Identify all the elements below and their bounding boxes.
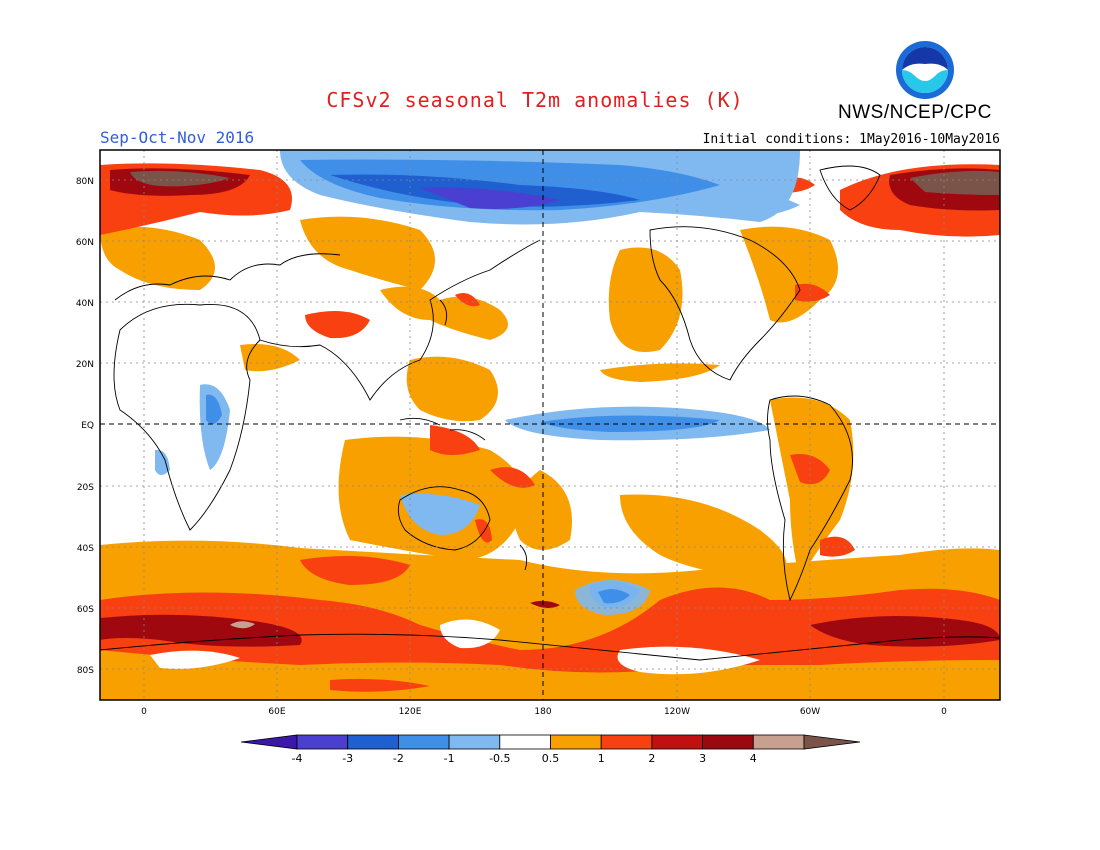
map-title: CFSv2 seasonal T2m anomalies (K)	[326, 88, 744, 112]
lon-label: 60E	[268, 707, 285, 717]
lat-label: 60N	[76, 238, 94, 248]
lon-label: 60W	[800, 707, 820, 717]
season-label: Sep-Oct-Nov 2016	[100, 128, 255, 147]
initial-conditions-label: Initial conditions: 1May2016-10May2016	[702, 132, 1000, 147]
colorbar-label: 0.5	[542, 752, 560, 765]
colorbar-label: 1	[598, 752, 605, 765]
colorbar-swatch	[296, 734, 349, 750]
colorbar-swatch	[702, 734, 754, 750]
colorbar-swatch	[600, 734, 653, 750]
colorbar-swatch	[803, 734, 861, 750]
colorbar-swatch	[240, 734, 298, 750]
map-grid	[100, 150, 1000, 700]
map-frame	[99, 149, 1001, 701]
lat-label: 80S	[77, 666, 94, 676]
lon-label: 120W	[664, 707, 690, 717]
colorbar-swatch	[397, 734, 450, 750]
colorbar-label: 3	[699, 752, 706, 765]
colorbar-label: -4	[292, 752, 303, 765]
lat-label: 20N	[76, 360, 94, 370]
lat-label: 40N	[76, 299, 94, 309]
colorbar-label: -3	[342, 752, 353, 765]
coastlines	[100, 165, 1000, 661]
colorbar-swatch	[752, 734, 805, 750]
equator-dateline	[100, 150, 1000, 700]
lat-label: 80N	[76, 177, 94, 187]
colorbar-swatch	[499, 734, 551, 750]
anomaly-field	[100, 150, 1000, 700]
colorbar-label: -2	[393, 752, 404, 765]
colorbar-label: -1	[444, 752, 455, 765]
noaa-logo-icon: NOAA	[896, 41, 954, 99]
lon-label: 120E	[399, 707, 422, 717]
lon-label: 0	[141, 707, 147, 717]
colorbar: -4 -3 -2 -1 -0.5 0.5 1 2 3 4	[240, 734, 861, 765]
colorbar-swatch	[550, 734, 602, 750]
colorbar-swatch	[651, 734, 704, 750]
lat-label: 40S	[77, 544, 94, 554]
lat-label: 60S	[77, 605, 94, 615]
lat-label: 20S	[77, 483, 94, 493]
agency-label: NWS/NCEP/CPC	[838, 102, 992, 123]
colorbar-swatch	[448, 734, 501, 750]
lon-label: 180	[534, 707, 551, 717]
colorbar-swatch	[347, 734, 399, 750]
lon-label: 0	[941, 707, 947, 717]
colorbar-label: 4	[750, 752, 757, 765]
colorbar-label: 2	[648, 752, 655, 765]
lat-label: EQ	[81, 421, 94, 431]
colorbar-label: -0.5	[489, 752, 510, 765]
svg-text:NOAA: NOAA	[912, 63, 939, 73]
